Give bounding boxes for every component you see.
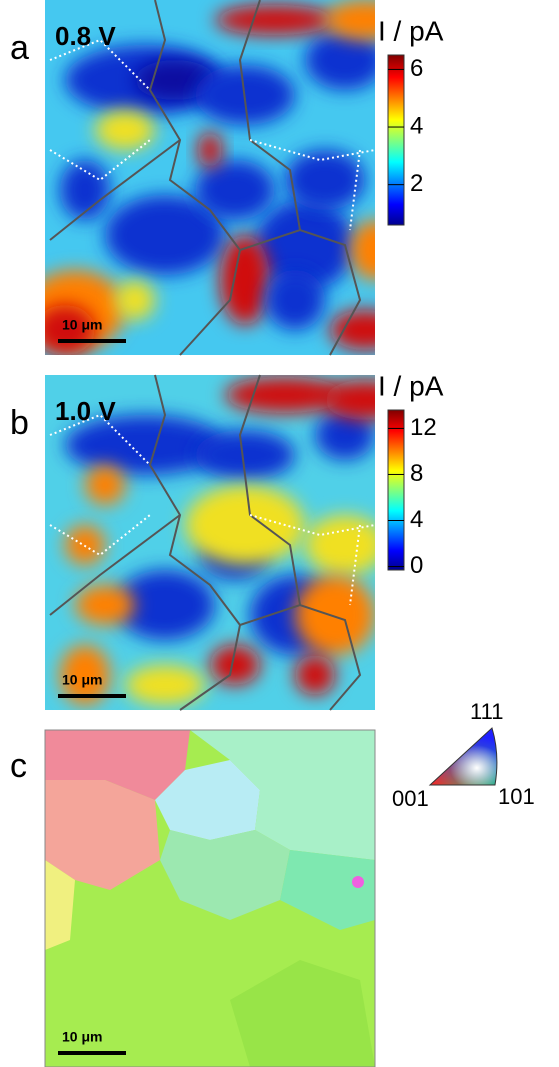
blob [215,5,335,35]
current-map [45,0,375,355]
blob [210,645,260,685]
blob [295,575,375,655]
blob [105,195,225,275]
blob [75,585,135,625]
scale-bar-label: 10 μm [62,1029,102,1045]
colorbar-title: I / pA [378,15,444,46]
blob [225,377,345,413]
voltage-label: 1.0 V [55,396,116,426]
blob [305,515,375,575]
blob [85,465,125,505]
blob [65,415,225,475]
blob [198,132,222,168]
blob [325,380,375,420]
blob [195,430,295,480]
blob [185,485,305,565]
colorbar-tick-label: 0 [410,552,423,579]
ipf-triangle [428,727,498,786]
blob [255,200,355,290]
blob [265,270,325,330]
blob [330,310,375,350]
ipf-label: 001 [392,786,429,811]
colorbar-tick-label: 4 [410,112,423,139]
blob [60,160,110,220]
current-map [45,375,375,710]
colorbar-tick-label: 12 [410,414,437,441]
blob [305,30,375,90]
blob [315,410,375,460]
blob [350,220,375,280]
blob [325,0,375,40]
scale-bar-label: 10 μm [62,672,102,688]
blob [220,235,270,325]
blob [285,150,365,210]
panel-letter: b [10,404,29,442]
blob [295,655,335,695]
blob [195,160,275,220]
ipf-label: 101 [498,784,535,809]
panel-letter: c [10,747,27,785]
colorbar-tick-label: 8 [410,460,423,487]
colorbar-tick-label: 4 [410,506,423,533]
voltage-label: 0.8 V [55,21,116,51]
colorbar-tick-label: 6 [410,55,423,82]
blob [95,110,155,150]
blob [125,665,205,705]
colorbar-title: I / pA [378,370,444,401]
colorbar [387,409,405,571]
blob [115,280,155,320]
blob [60,645,110,705]
blob [115,570,215,640]
ipf-label: 111 [470,699,503,724]
panel-letter: a [10,29,29,67]
orientation-map [44,729,376,1067]
scale-bar-label: 10 μm [62,317,102,333]
colorbar [387,54,405,226]
colorbar-tick-label: 2 [410,170,423,197]
